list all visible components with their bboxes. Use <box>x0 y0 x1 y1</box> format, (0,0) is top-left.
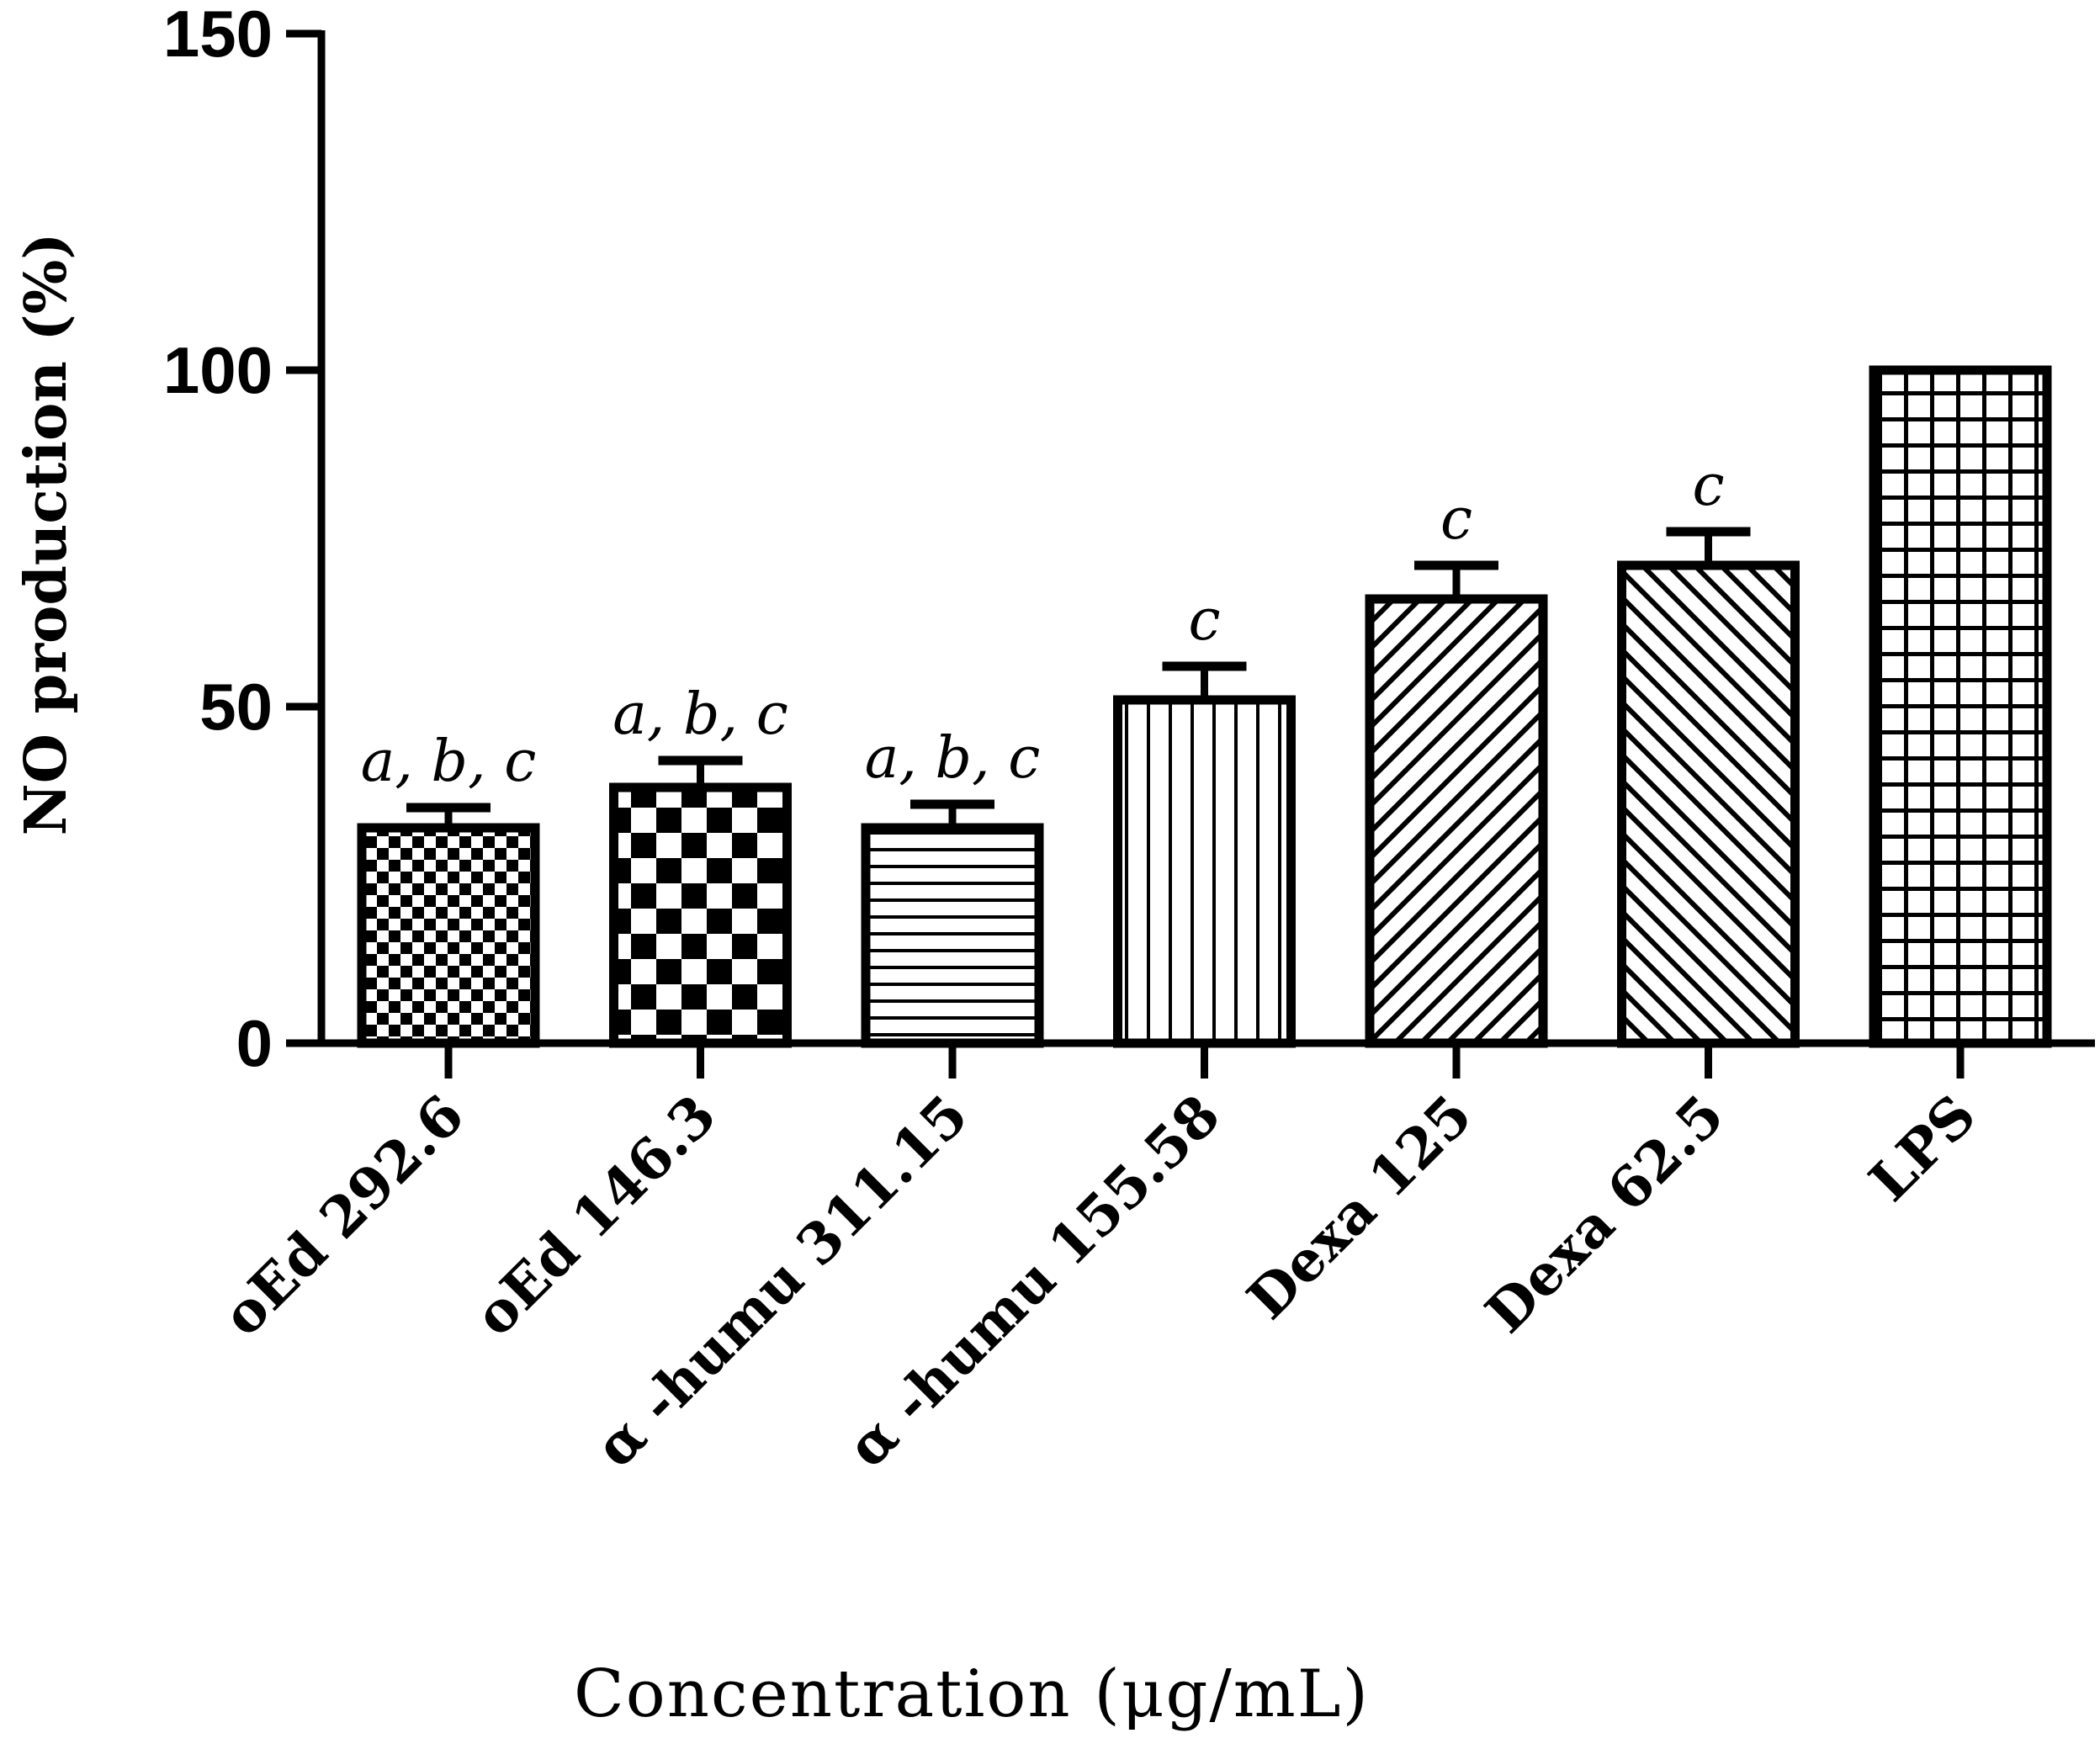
bar <box>1365 594 1548 1048</box>
bar <box>1113 695 1296 1048</box>
x-axis-title: Concentration (μg/mL) <box>574 1656 1370 1732</box>
bar <box>861 823 1044 1048</box>
significance-label: a, b, c <box>361 729 537 795</box>
significance-label: a, b, c <box>865 725 1041 792</box>
significance-label: c <box>1188 587 1220 654</box>
x-tick-label: Dexa 125 <box>1234 1082 1484 1332</box>
significance-label: c <box>1692 453 1724 519</box>
y-axis-title: NO production (%) <box>13 233 80 836</box>
y-ticks-group: 0 50 100 150 <box>163 0 321 1080</box>
y-tick-label: 150 <box>163 0 273 71</box>
bar <box>1617 560 1800 1048</box>
x-tick-label: oEd 292.6 <box>209 1082 476 1349</box>
y-tick-label: 100 <box>163 333 273 407</box>
significance-label: a, b, c <box>612 681 788 748</box>
significance-annotations: a, b, c a, b, c a, b, c c c c <box>361 453 1725 795</box>
significance-label: c <box>1440 486 1472 553</box>
bar <box>1869 365 2052 1048</box>
y-tick-label: 50 <box>199 670 273 744</box>
x-tick-label: oEd 146.3 <box>462 1082 729 1349</box>
bar <box>609 782 792 1048</box>
x-tick-label: LPS <box>1857 1082 1989 1214</box>
y-tick-label: 0 <box>236 1006 273 1080</box>
bar <box>357 823 540 1048</box>
x-tick-label: Dexa 62.5 <box>1473 1082 1737 1345</box>
error-bars-group <box>406 527 1751 828</box>
